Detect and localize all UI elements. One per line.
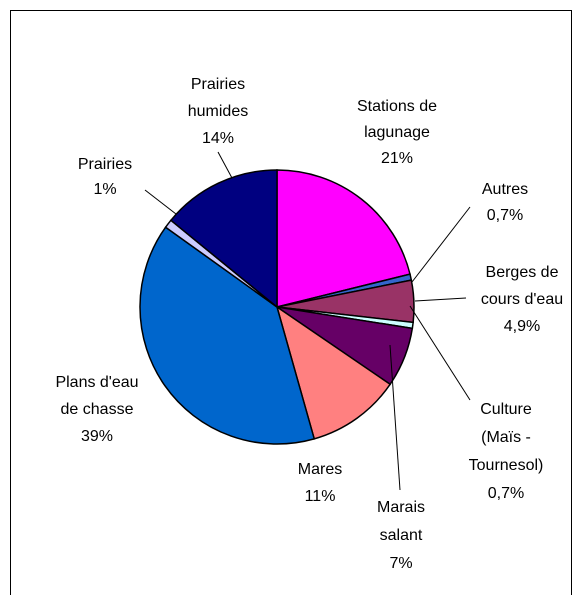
slice-label: (Maïs - bbox=[481, 429, 531, 446]
slice-label: Mares bbox=[298, 461, 342, 478]
slice-label: Culture bbox=[480, 401, 532, 418]
slice-label: Stations de bbox=[357, 98, 437, 115]
slice-label: Marais bbox=[377, 499, 425, 516]
leader-line bbox=[389, 344, 401, 491]
slice-value-label: 1% bbox=[93, 181, 116, 198]
slice-label: humides bbox=[188, 103, 248, 120]
chart-frame bbox=[10, 10, 572, 595]
slice-label: Autres bbox=[482, 181, 528, 198]
slice-label: Berges de bbox=[486, 264, 559, 281]
slice-value-label: 11% bbox=[305, 488, 336, 505]
slice-value-label: 14% bbox=[202, 130, 234, 147]
slice-label: Prairies bbox=[78, 156, 132, 173]
pie-slice bbox=[139, 226, 316, 445]
slice-value-label: 39% bbox=[81, 428, 113, 445]
slice-label: lagunage bbox=[364, 124, 430, 141]
slice-label: Prairies bbox=[191, 76, 245, 93]
leader-line bbox=[411, 206, 471, 283]
leader-line bbox=[409, 305, 471, 401]
leader-line bbox=[144, 189, 177, 215]
pie-slice bbox=[169, 169, 278, 309]
slice-label: cours d'eau bbox=[481, 291, 563, 308]
slice-label: salant bbox=[380, 527, 423, 544]
slice-value-label: 0,7% bbox=[487, 207, 523, 224]
slice-label: de chasse bbox=[61, 401, 134, 418]
slice-value-label: 7% bbox=[389, 555, 412, 572]
slice-value-label: 4,9% bbox=[504, 318, 540, 335]
slice-label: Plans d'eau bbox=[55, 374, 138, 391]
slice-value-label: 21% bbox=[381, 150, 413, 167]
slice-label: Tournesol) bbox=[469, 457, 544, 474]
pie-slice bbox=[276, 169, 411, 308]
leader-line bbox=[414, 297, 467, 302]
slice-value-label: 0,7% bbox=[488, 485, 524, 502]
leader-line bbox=[217, 151, 233, 179]
